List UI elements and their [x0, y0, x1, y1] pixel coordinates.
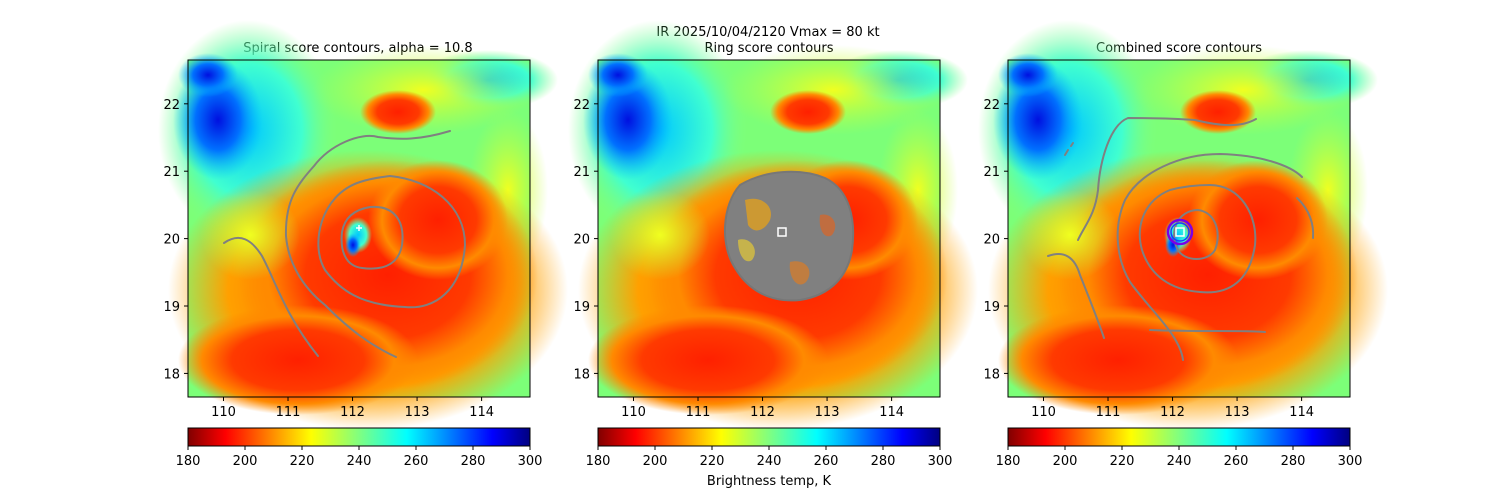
- y-tick-label: 22: [983, 98, 1000, 113]
- colorbar-tick-label: 280: [1281, 454, 1306, 469]
- x-tick-label: 111: [686, 405, 711, 420]
- colorbar-tick-label: 220: [1110, 454, 1135, 469]
- x-tick-label: 114: [469, 405, 494, 420]
- x-tick-label: 112: [750, 405, 775, 420]
- x-tick-label: 113: [815, 405, 840, 420]
- colorbar-tick-label: 260: [1224, 454, 1249, 469]
- panel-spiral-contours: [223, 130, 467, 358]
- colorbar-tick-label: 220: [290, 454, 315, 469]
- x-tick-label: 114: [879, 405, 904, 420]
- colorbar-tick-label: 300: [518, 454, 543, 469]
- panel-combined-ir-image: [978, 20, 1388, 430]
- combined-contour-south: [1149, 329, 1266, 333]
- y-tick-label: 18: [573, 367, 590, 382]
- panel-ring: Ring score contours 110 111 112 113 11418192…: [568, 20, 978, 489]
- panel-combined-contours: [1047, 116, 1315, 361]
- colorbar-tick-label: 180: [996, 454, 1021, 469]
- x-tick-label: 113: [405, 405, 430, 420]
- colorbar-tick-label: 200: [1053, 454, 1078, 469]
- y-tick-label: 19: [163, 300, 180, 315]
- panel-combined: Combined score contours 110 111 112 113 1141…: [978, 20, 1388, 469]
- colorbar-tick-label: 240: [757, 454, 782, 469]
- panel-combined-center-marker: [1175, 227, 1185, 237]
- panel-spiral-colorbar: [187, 427, 531, 447]
- colorbar-label: Brightness temp, K: [707, 474, 832, 489]
- x-tick-label: 112: [1160, 405, 1185, 420]
- y-tick-label: 19: [573, 300, 590, 315]
- panel-combined-frame: [1007, 59, 1351, 398]
- y-tick-label: 22: [573, 98, 590, 113]
- panel-combined-colorbar: [1007, 427, 1351, 447]
- y-tick-label: 21: [573, 165, 590, 180]
- panel-ring-colorbar-ticks: 180 200 220 240 260 280 300: [586, 446, 953, 469]
- combined-contour-middle: [1138, 183, 1257, 294]
- colorbar-tick-label: 240: [347, 454, 372, 469]
- colorbar-tick-label: 180: [586, 454, 611, 469]
- figure-suptitle: IR 2025/10/04/2120 Vmax = 80 kt: [656, 25, 879, 40]
- combined-contour-inner: [1173, 208, 1219, 260]
- panel-spiral-center-marker: [356, 225, 362, 231]
- ring-contour-gap-3: [789, 261, 810, 285]
- y-tick-label: 21: [983, 165, 1000, 180]
- x-tick-label: 114: [1289, 405, 1314, 420]
- panel-ring-contours: [724, 170, 855, 302]
- ring-contour-gap-4: [819, 214, 836, 237]
- ring-contour-gap-1: [745, 198, 771, 231]
- panel-ring-colorbar: [597, 427, 941, 447]
- x-tick-label: 110: [211, 405, 236, 420]
- x-tick-label: 112: [340, 405, 365, 420]
- spiral-contour-inner: [340, 205, 404, 270]
- panel-spiral: Spiral score contours, alpha = 10.8 110 1…: [158, 20, 568, 469]
- panel-spiral-colorbar-ticks: 180 200 220 240 260 280 300: [176, 446, 543, 469]
- ring-contour-gap-2: [738, 239, 755, 262]
- y-tick-label: 21: [163, 165, 180, 180]
- y-tick-label: 20: [983, 233, 1000, 248]
- x-tick-label: 110: [621, 405, 646, 420]
- colorbar-tick-label: 240: [1167, 454, 1192, 469]
- x-tick-label: 111: [276, 405, 301, 420]
- panel-ring-frame: [597, 59, 941, 398]
- y-tick-label: 18: [163, 367, 180, 382]
- y-tick-label: 22: [163, 98, 180, 113]
- colorbar-tick-label: 180: [176, 454, 201, 469]
- y-tick-label: 19: [983, 300, 1000, 315]
- y-tick-label: 20: [573, 233, 590, 248]
- y-tick-label: 18: [983, 367, 1000, 382]
- x-tick-label: 113: [1225, 405, 1250, 420]
- combined-contour-fragment: [1064, 142, 1074, 156]
- colorbar-tick-label: 200: [643, 454, 668, 469]
- colorbar-tick-label: 200: [233, 454, 258, 469]
- y-tick-label: 20: [163, 233, 180, 248]
- spiral-contour-west: [223, 237, 319, 357]
- panel-spiral-ir-image: [158, 20, 568, 430]
- panel-combined-ring-purple: [1166, 218, 1194, 246]
- panel-spiral-frame: [187, 59, 531, 398]
- x-tick-label: 111: [1096, 405, 1121, 420]
- panel-combined-colorbar-ticks: 180 200 220 240 260 280 300: [996, 446, 1363, 469]
- colorbar-tick-label: 260: [814, 454, 839, 469]
- x-tick-label: 110: [1031, 405, 1056, 420]
- combined-contour-north: [1077, 116, 1257, 241]
- panel-ring-center-marker: [777, 227, 787, 237]
- panel-ring-axes: 110 111 112 113 114 18 19 20 21 22: [573, 98, 904, 420]
- combined-contour-east: [1296, 197, 1315, 239]
- colorbar-tick-label: 300: [928, 454, 953, 469]
- colorbar-tick-label: 220: [700, 454, 725, 469]
- colorbar-tick-label: 300: [1338, 454, 1363, 469]
- colorbar-tick-label: 280: [871, 454, 896, 469]
- spiral-contour-middle: [317, 174, 467, 309]
- ring-contour-cluster: [724, 170, 855, 302]
- panel-combined-axes: 110 111 112 113 114 18 19 20 21 22: [983, 98, 1314, 420]
- combined-contour-outer: [1116, 152, 1303, 361]
- spiral-contour-outer: [284, 130, 451, 358]
- colorbar-tick-label: 280: [461, 454, 486, 469]
- panel-spiral-axes: 110 111 112 113 114 18 19 20 21 22: [163, 98, 494, 420]
- panel-combined-ring-blue: [1170, 222, 1190, 242]
- combined-contour-west: [1047, 253, 1105, 339]
- colorbar-tick-label: 260: [404, 454, 429, 469]
